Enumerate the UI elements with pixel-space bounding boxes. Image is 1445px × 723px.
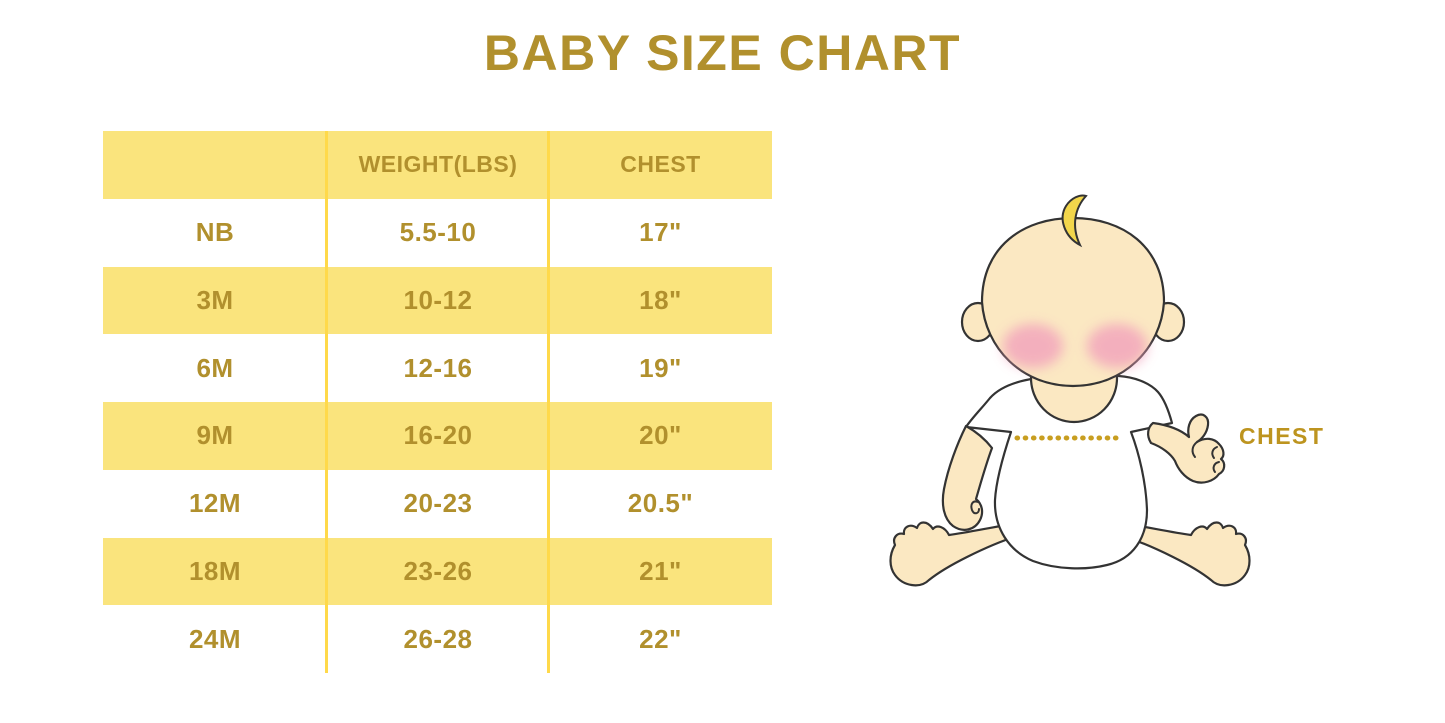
baby-arm-right: [1147, 413, 1226, 484]
cell-weight: 10-12: [403, 284, 473, 315]
header-cell-size: [103, 131, 327, 199]
table-row: 3M 10-12 18": [103, 266, 772, 335]
cell-size: 18M: [188, 555, 242, 586]
cell-size: 24M: [188, 623, 242, 654]
chest-measurement-label: CHEST: [1239, 423, 1325, 449]
cell-size: 6M: [196, 352, 234, 383]
cell-chest: 19": [639, 352, 682, 383]
table-row: 12M 20-23 20.5": [103, 470, 772, 538]
cell-chest: 18": [639, 284, 682, 315]
baby-illustration: [889, 194, 1251, 587]
baby-fist-thumb-fold: [1191, 441, 1198, 458]
baby-leg-left: [889, 520, 1029, 587]
cell-size: 12M: [188, 488, 242, 519]
baby-blush-left: [1003, 324, 1063, 368]
cell-chest: 21": [639, 555, 682, 586]
cell-size: 9M: [196, 420, 234, 451]
baby-leg-right: [1111, 520, 1251, 587]
baby-arm-left: [941, 424, 994, 531]
column-divider: [325, 131, 328, 673]
table-row: NB 5.5-10 17": [103, 199, 772, 267]
cell-size: NB: [195, 217, 235, 248]
cell-weight: 23-26: [403, 555, 473, 586]
baby-shirt: [964, 373, 1174, 570]
cell-weight: 26-28: [403, 623, 473, 654]
cell-weight: 12-16: [403, 352, 473, 383]
table-row: 18M 23-26 21": [103, 537, 772, 606]
cell-chest: 22": [639, 623, 682, 654]
header-cell-chest: CHEST: [620, 151, 701, 178]
table-row: 9M 16-20 20": [103, 402, 772, 470]
baby-fist-knuckle-fold: [1211, 446, 1218, 459]
baby-blush-right: [1087, 324, 1147, 368]
table-row: 6M 12-16 19": [103, 334, 772, 402]
cell-chest: 20.5": [627, 488, 694, 519]
cell-size: 3M: [196, 284, 234, 315]
size-chart-table: WEIGHT(LBS) CHEST NB 5.5-10 17" 3M 10-12…: [103, 131, 772, 673]
cell-chest: 17": [639, 217, 682, 248]
baby-fist-knuckle-fold-2: [1212, 461, 1220, 473]
cell-weight: 16-20: [403, 420, 473, 451]
header-cell-weight: WEIGHT(LBS): [358, 151, 518, 178]
cell-chest: 20": [639, 420, 682, 451]
baby-hair-curl: [1061, 194, 1088, 248]
table-header-row: WEIGHT(LBS) CHEST: [103, 131, 772, 199]
table-row: 24M 26-28 22": [103, 605, 772, 673]
page-title: BABY SIZE CHART: [483, 25, 962, 81]
cell-weight: 5.5-10: [399, 217, 477, 248]
cell-weight: 20-23: [403, 488, 473, 519]
column-divider: [547, 131, 550, 673]
baby-hand-left-fingers: [970, 500, 980, 515]
